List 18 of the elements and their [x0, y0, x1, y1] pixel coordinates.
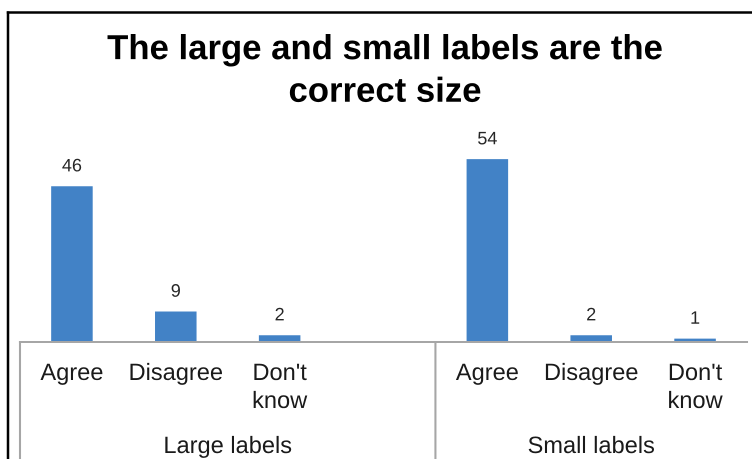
data-label: 54	[478, 132, 497, 144]
text: Small labels	[528, 436, 654, 454]
x-tick-label: Don't know	[254, 364, 308, 408]
text: Large labels	[165, 436, 292, 458]
bar	[466, 159, 508, 342]
x-tick-label: Agree	[456, 364, 518, 385]
x-tick-label: Agree	[40, 364, 102, 385]
data-label: 9	[172, 284, 180, 297]
data-label: 46	[62, 158, 82, 172]
data-label: 1	[691, 311, 700, 324]
bar	[51, 186, 93, 342]
chart-title: The large and small labels are the correct size	[108, 34, 662, 102]
x-tick-label: Disagree	[130, 362, 222, 385]
x-tick-label: Don't know	[669, 364, 723, 408]
data-label: 2	[276, 308, 284, 320]
bar	[155, 312, 197, 342]
data-label: 2	[587, 308, 596, 320]
x-tick-label: Disagree	[546, 362, 638, 385]
